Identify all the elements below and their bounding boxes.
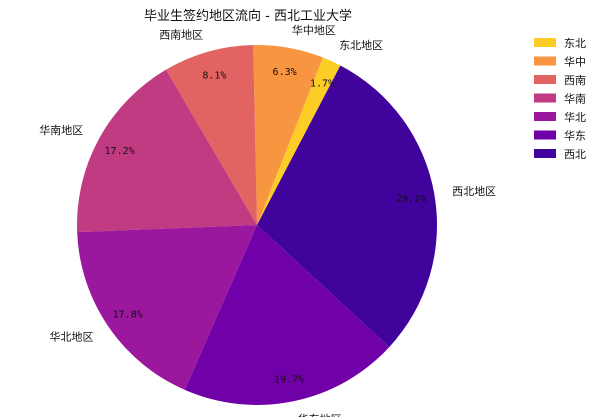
legend-swatch-6 bbox=[534, 130, 556, 140]
legend-swatch-3 bbox=[534, 75, 556, 84]
slice-7 bbox=[257, 65, 437, 348]
slice-5 bbox=[77, 225, 257, 390]
slice-6 bbox=[184, 225, 390, 405]
pie-labels: 东北地区 1.7% 华中地区 6.3% 西南地区 8.1% 华南地区 17.2% 华北地区 17.… bbox=[39, 23, 496, 417]
slice-pct-7: 29.2% bbox=[396, 194, 426, 205]
slice-pct-6: 19.7% bbox=[274, 374, 304, 385]
legend-label-4: 华南 bbox=[564, 92, 586, 106]
slice-pct-4: 17.2% bbox=[105, 146, 135, 157]
slice-label-1: 东北地区 bbox=[339, 39, 383, 52]
legend-swatch-7 bbox=[534, 149, 556, 158]
slice-pct-1: 1.7% bbox=[310, 79, 334, 90]
slice-label-5: 华北地区 bbox=[50, 330, 94, 344]
legend-label-5: 华北 bbox=[564, 110, 586, 124]
slice-pct-3: 8.1% bbox=[202, 70, 226, 81]
legend-label-3: 西南 bbox=[564, 74, 586, 87]
slice-1 bbox=[257, 57, 341, 225]
pie-slices bbox=[76, 45, 437, 405]
legend-label-6: 华东 bbox=[564, 129, 586, 143]
legend-swatch-2 bbox=[534, 56, 556, 66]
legend-swatch-5 bbox=[534, 112, 556, 121]
legend-swatch-4 bbox=[534, 93, 556, 103]
slice-label-2: 华中地区 bbox=[292, 23, 336, 37]
slice-label-4: 华南地区 bbox=[39, 123, 83, 137]
legend-label-1: 东北 bbox=[564, 37, 586, 50]
legend-label-2: 华中 bbox=[564, 55, 586, 69]
legend-swatch-1 bbox=[534, 38, 556, 47]
legend-label-7: 西北 bbox=[564, 148, 586, 161]
slice-3 bbox=[166, 45, 257, 225]
slice-label-6: 华东地区 bbox=[298, 412, 342, 417]
slice-label-3: 西南地区 bbox=[159, 29, 203, 42]
slice-pct-5: 17.8% bbox=[113, 309, 143, 320]
slice-label-7: 西北地区 bbox=[452, 185, 496, 198]
slice-pct-2: 6.3% bbox=[273, 67, 297, 78]
slice-2 bbox=[253, 45, 323, 226]
chart-title: 毕业生签约地区流向 - 西北工业大学 bbox=[144, 8, 352, 24]
slice-4 bbox=[76, 69, 257, 233]
